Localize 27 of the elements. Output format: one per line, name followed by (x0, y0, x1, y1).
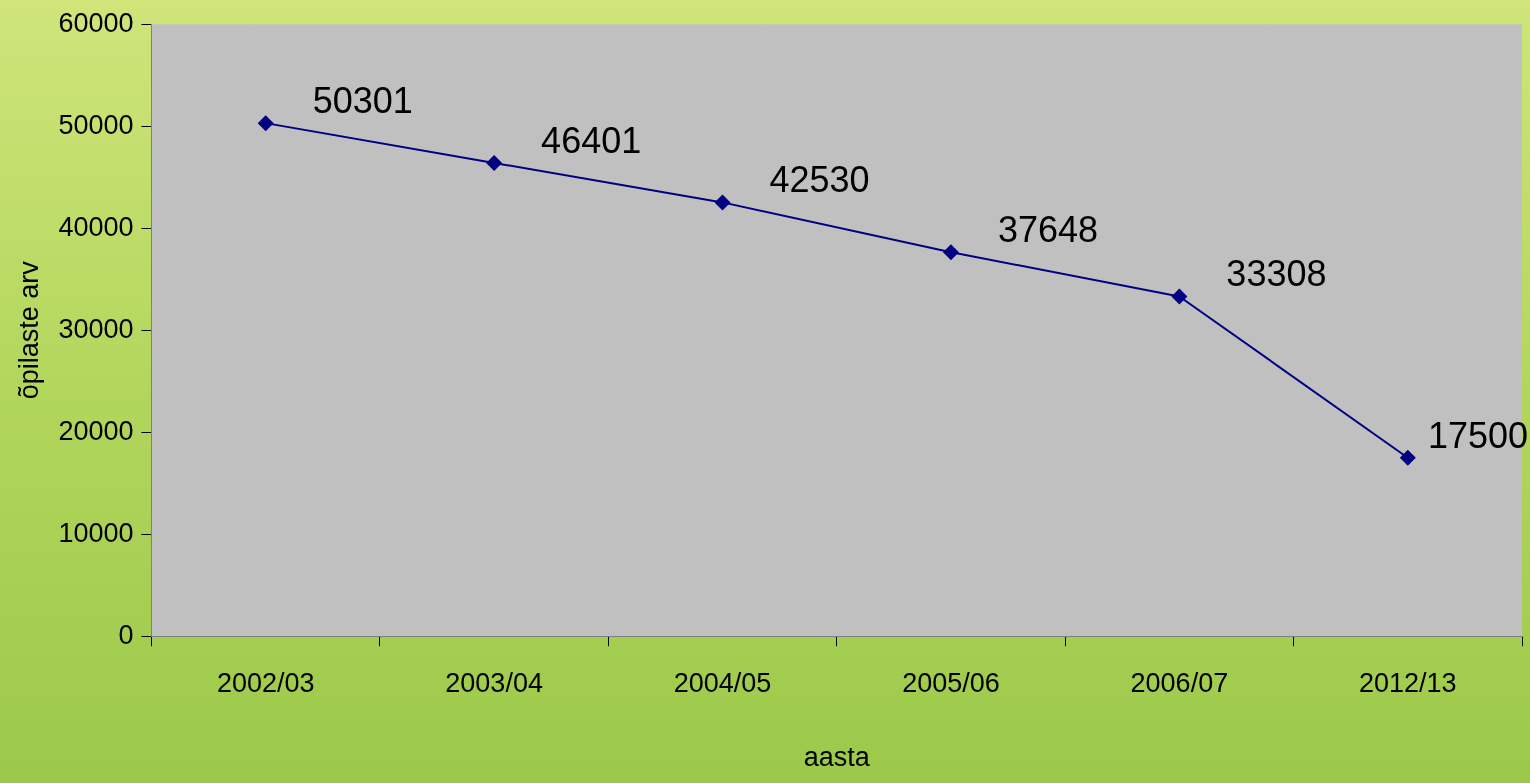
x-tick-label: 2004/05 (673, 667, 772, 698)
point (1171, 288, 1188, 305)
data-label: 42530 (769, 159, 870, 201)
x-tick-label: 2005/06 (902, 667, 1000, 698)
x-tick-label: 2002/03 (216, 667, 315, 698)
data-label: 50301 (312, 80, 413, 122)
point (942, 244, 959, 261)
y-tick-label: 10000 (58, 517, 134, 548)
x-tick-label: 2012/13 (1358, 667, 1457, 698)
point (1399, 449, 1416, 466)
point (486, 154, 503, 171)
y-tick-label: 20000 (58, 415, 134, 446)
x-tick-label: 2006/07 (1130, 667, 1229, 698)
point (257, 115, 274, 132)
data-label: 46401 (541, 119, 642, 161)
y-tick-label: 50000 (58, 109, 134, 140)
y-axis-title: õpilaste arv (13, 260, 44, 400)
data-label: 33308 (1226, 253, 1327, 295)
y-tick-label: 60000 (58, 7, 134, 38)
y-tick-label: 40000 (58, 211, 134, 242)
point (714, 194, 731, 211)
x-axis-title: aasta (803, 742, 871, 773)
data-label: 37648 (997, 209, 1099, 251)
data-label: 17500 (1427, 414, 1528, 456)
x-tick-label: 2003/04 (445, 667, 543, 698)
y-tick-label: 30000 (58, 313, 134, 344)
y-tick-label: 0 (118, 619, 134, 650)
